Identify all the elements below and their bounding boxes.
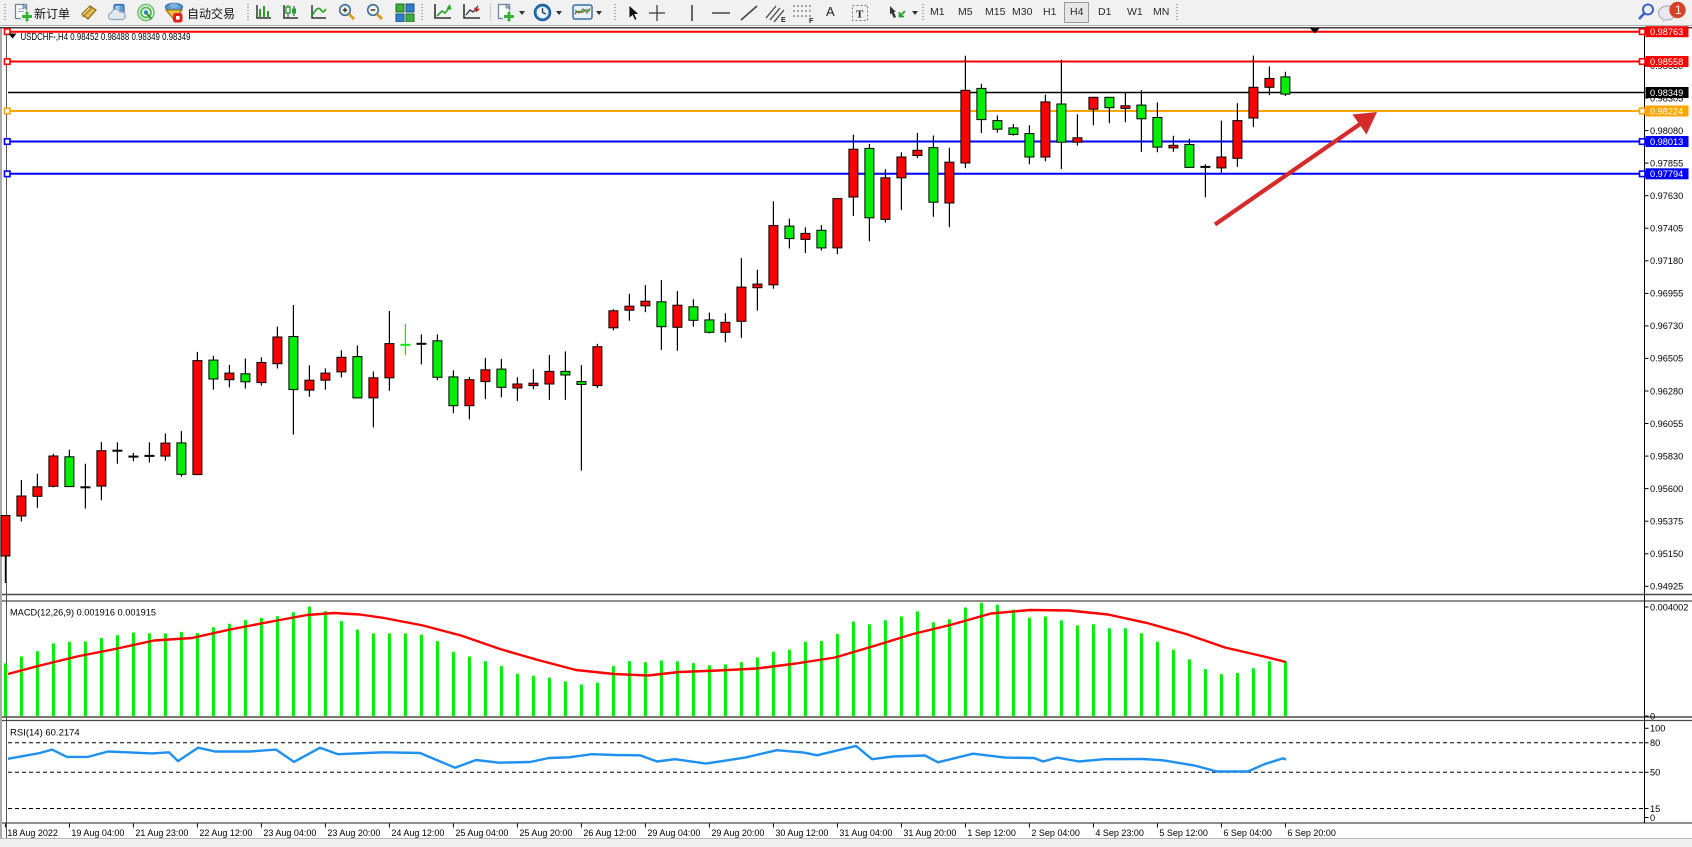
svg-text:0.004002: 0.004002 — [1650, 602, 1688, 612]
svg-text:6 Sep 04:00: 6 Sep 04:00 — [1223, 828, 1272, 838]
svg-text:0.98224: 0.98224 — [1650, 106, 1683, 116]
svg-text:19 Aug 04:00: 19 Aug 04:00 — [71, 828, 124, 838]
svg-text:26 Aug 12:00: 26 Aug 12:00 — [583, 828, 636, 838]
svg-text:29 Aug 04:00: 29 Aug 04:00 — [647, 828, 700, 838]
svg-text:23 Aug 20:00: 23 Aug 20:00 — [327, 828, 380, 838]
svg-text:31 Aug 04:00: 31 Aug 04:00 — [839, 828, 892, 838]
svg-text:21 Aug 23:00: 21 Aug 23:00 — [135, 828, 188, 838]
svg-text:USDCHF-,H4 0.98452 0.98488 0.: USDCHF-,H4 0.98452 0.98488 0.98349 0.983… — [21, 31, 191, 43]
svg-text:100: 100 — [1650, 724, 1665, 734]
svg-text:0.96505: 0.96505 — [1650, 354, 1683, 364]
svg-text:0.95375: 0.95375 — [1650, 517, 1683, 527]
svg-text:0: 0 — [1650, 711, 1655, 721]
svg-text:25 Aug 04:00: 25 Aug 04:00 — [455, 828, 508, 838]
svg-text:F: F — [809, 18, 814, 23]
svg-text:0.97630: 0.97630 — [1650, 191, 1683, 201]
svg-text:0: 0 — [1650, 813, 1655, 823]
svg-text:15: 15 — [1650, 804, 1660, 814]
svg-text:0.97180: 0.97180 — [1650, 256, 1683, 266]
svg-text:0.97855: 0.97855 — [1650, 158, 1683, 168]
svg-text:22 Aug 12:00: 22 Aug 12:00 — [199, 828, 252, 838]
svg-text:0.97405: 0.97405 — [1650, 224, 1683, 234]
svg-text:18 Aug 2022: 18 Aug 2022 — [7, 828, 58, 838]
svg-text:4 Sep 23:00: 4 Sep 23:00 — [1095, 828, 1144, 838]
svg-text:E: E — [781, 17, 786, 23]
svg-text:0.96730: 0.96730 — [1650, 321, 1683, 331]
svg-text:0.98558: 0.98558 — [1650, 57, 1683, 67]
svg-text:0.96955: 0.96955 — [1650, 289, 1683, 299]
svg-text:50: 50 — [1650, 768, 1660, 778]
svg-text:0.98080: 0.98080 — [1650, 126, 1683, 136]
svg-text:1 Sep 12:00: 1 Sep 12:00 — [967, 828, 1016, 838]
svg-text:0.95150: 0.95150 — [1650, 549, 1683, 559]
svg-text:0.96055: 0.96055 — [1650, 419, 1683, 429]
svg-text:1: 1 — [1675, 3, 1682, 17]
svg-text:0.96280: 0.96280 — [1650, 386, 1683, 396]
svg-text:31 Aug 20:00: 31 Aug 20:00 — [903, 828, 956, 838]
svg-text:MACD(12,26,9) 0.001916 0.00191: MACD(12,26,9) 0.001916 0.001915 — [10, 608, 156, 619]
svg-text:5 Sep 12:00: 5 Sep 12:00 — [1159, 828, 1208, 838]
svg-text:6 Sep 20:00: 6 Sep 20:00 — [1287, 828, 1336, 838]
svg-text:23 Aug 04:00: 23 Aug 04:00 — [263, 828, 316, 838]
svg-text:0.94925: 0.94925 — [1650, 582, 1683, 592]
svg-text:0.95600: 0.95600 — [1650, 484, 1683, 494]
svg-text:0.98305: 0.98305 — [1650, 93, 1683, 103]
svg-text:29 Aug 20:00: 29 Aug 20:00 — [711, 828, 764, 838]
svg-text:0.95830: 0.95830 — [1650, 451, 1683, 461]
svg-text:2 Sep 04:00: 2 Sep 04:00 — [1031, 828, 1080, 838]
svg-text:25 Aug 20:00: 25 Aug 20:00 — [519, 828, 572, 838]
svg-text:0.98013: 0.98013 — [1650, 137, 1683, 147]
svg-text:RSI(14) 60.2174: RSI(14) 60.2174 — [10, 728, 80, 739]
svg-text:80: 80 — [1650, 738, 1660, 748]
svg-text:24 Aug 12:00: 24 Aug 12:00 — [391, 828, 444, 838]
svg-text:30 Aug 12:00: 30 Aug 12:00 — [775, 828, 828, 838]
svg-text:0.98349: 0.98349 — [1650, 88, 1683, 98]
svg-text:0.97794: 0.97794 — [1650, 169, 1683, 179]
svg-text:0.98763: 0.98763 — [1650, 27, 1683, 37]
svg-text:T: T — [856, 9, 864, 21]
